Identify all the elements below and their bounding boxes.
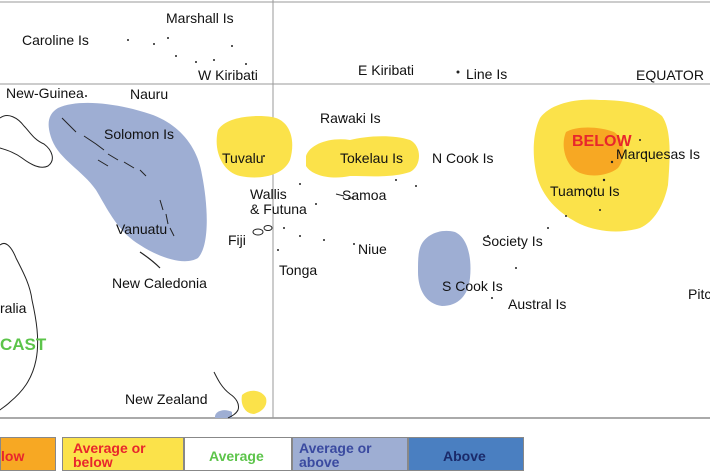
label-pitcairn: Pitc bbox=[688, 286, 710, 302]
label-nauru: Nauru bbox=[130, 86, 168, 102]
label-marshall-islands: Marshall Is bbox=[166, 10, 234, 26]
label-austral-islands: Austral Is bbox=[508, 296, 566, 312]
label-tokelau-islands: Tokelau Is bbox=[340, 150, 403, 166]
australia-coastline bbox=[0, 243, 39, 411]
label-caroline-islands: Caroline Is bbox=[22, 32, 89, 48]
legend-item-below: low bbox=[0, 437, 56, 471]
label-n-cook-islands: N Cook Is bbox=[432, 150, 493, 166]
legend-label-average-or-below: Average or below bbox=[73, 440, 146, 470]
region-average-or-below-tuvalu bbox=[216, 116, 293, 178]
label-tonga: Tonga bbox=[279, 262, 317, 278]
label-wallis: Wallis bbox=[250, 186, 287, 202]
label-new-guinea: New-Guinea bbox=[6, 85, 84, 101]
legend-item-average-or-above: Average or above bbox=[292, 437, 408, 471]
label-line-islands: Line Is bbox=[466, 66, 507, 82]
region-average-or-above-new-zealand bbox=[215, 410, 232, 418]
label-equator: EQUATOR bbox=[636, 67, 704, 83]
legend-label-above: Above bbox=[443, 448, 486, 464]
samoa-outline bbox=[335, 193, 354, 199]
vanuatu-outline bbox=[159, 199, 175, 237]
label-rawaki-islands: Rawaki Is bbox=[320, 110, 381, 126]
label-s-cook-islands: S Cook Is bbox=[442, 278, 503, 294]
label-fiji: Fiji bbox=[228, 232, 246, 248]
legend-label-below: low bbox=[1, 448, 25, 464]
label-tuamotu-islands: Tuamotu Is bbox=[550, 183, 620, 199]
label-samoa: Samoa bbox=[342, 187, 387, 203]
label-vanuatu: Vanuatu bbox=[116, 221, 167, 237]
new-caledonia-outline bbox=[139, 251, 161, 269]
region-average-or-above-s-cook bbox=[418, 230, 471, 306]
label-w-kiribati: W Kiribati bbox=[198, 67, 258, 83]
island-dots bbox=[85, 37, 647, 299]
label-new-zealand: New Zealand bbox=[125, 391, 208, 407]
label-australia: ralia bbox=[0, 300, 27, 316]
label-tuvalu: Tuvalu bbox=[222, 150, 264, 166]
legend-item-average: Average bbox=[184, 437, 292, 471]
region-average-or-below-new-zealand bbox=[241, 390, 267, 414]
region-below-marquesas bbox=[563, 127, 624, 176]
legend-item-above: Above bbox=[408, 437, 524, 471]
label-futuna: & Futuna bbox=[250, 201, 307, 217]
label-marquesas-islands: Marquesas Is bbox=[616, 146, 700, 162]
label-forecast-region: CAST bbox=[0, 335, 47, 354]
label-solomon-islands: Solomon Is bbox=[104, 126, 174, 142]
label-society-islands: Society Is bbox=[482, 233, 543, 249]
label-new-caledonia: New Caledonia bbox=[112, 275, 207, 291]
new-zealand-coastline bbox=[213, 371, 239, 419]
legend-item-average-or-below: Average or below bbox=[62, 437, 184, 471]
legend: low Average or below Average Average or … bbox=[0, 437, 710, 473]
label-niue: Niue bbox=[358, 241, 387, 257]
label-below-region: BELOW bbox=[572, 133, 632, 150]
region-average-or-below-tokelau bbox=[306, 136, 419, 178]
solomon-islands-outline bbox=[61, 117, 147, 177]
fiji-outline bbox=[252, 225, 273, 236]
legend-label-average-or-above: Average or above bbox=[299, 440, 372, 470]
png-coastline bbox=[0, 115, 53, 168]
label-e-kiribati: E Kiribati bbox=[358, 62, 414, 78]
legend-label-average: Average bbox=[209, 448, 264, 464]
